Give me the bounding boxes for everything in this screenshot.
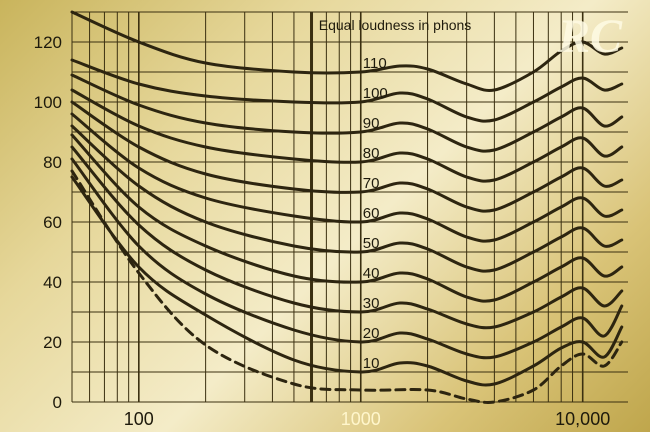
curve-label: 70 [363, 175, 380, 192]
curve-label: 80 [363, 145, 380, 162]
loudness-curve-90 [70, 73, 624, 153]
loudness-curve-50 [70, 124, 624, 273]
y-tick-label: 100 [34, 93, 62, 112]
y-tick-label: 20 [43, 333, 62, 352]
y-tick-label: 0 [53, 393, 62, 412]
curve-label: 110 [363, 55, 387, 72]
y-tick-label: 60 [43, 213, 62, 232]
curve-label: 40 [363, 265, 380, 282]
y-tick-label: 120 [34, 33, 62, 52]
loudness-curve-60 [70, 112, 624, 243]
curve-label: 100 [363, 85, 388, 102]
loudness-curve-110 [70, 10, 624, 92]
y-tick-label: 40 [43, 273, 62, 292]
loudness-curve-80 [70, 88, 624, 183]
curve-label: 60 [363, 205, 380, 222]
x-tick-label: 1000 [341, 409, 381, 429]
y-tick-label: 80 [43, 153, 62, 172]
loudness-curve-30 [70, 145, 624, 330]
threshold-curve [70, 169, 624, 404]
loudness-curve-100 [70, 58, 624, 123]
curve-label: 30 [363, 295, 380, 312]
rc-logo-text: RC [557, 10, 623, 63]
loudness-curve-10 [70, 175, 624, 387]
x-tick-label: 100 [124, 409, 154, 429]
rc-logo: RC [557, 10, 623, 63]
x-tick-label: 10,000 [555, 409, 610, 429]
chart-title: Equal loudness in phons [319, 17, 472, 33]
loudness-curve-70 [70, 100, 624, 213]
curve-label: 10 [363, 355, 380, 372]
curve-label: 90 [363, 115, 380, 132]
curve-label: 50 [363, 235, 380, 252]
loudness-curve-40 [70, 133, 624, 303]
loudness-curve-20 [70, 157, 624, 360]
curve-label: 20 [363, 325, 380, 342]
